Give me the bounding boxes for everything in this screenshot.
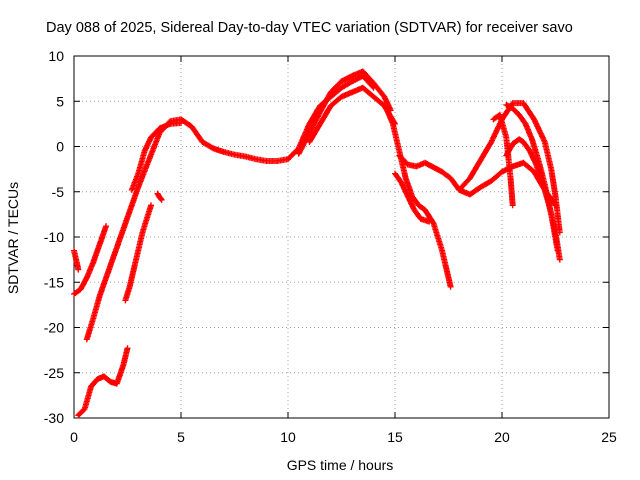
y-tick-label: -15 — [44, 274, 64, 290]
data-series-track-a — [71, 223, 110, 297]
x-tick-label: 5 — [177, 429, 185, 445]
x-tick-label: 15 — [387, 429, 403, 445]
axis-ticks: -30 -25 -20 -15 -10 -5 0 5 10 0 5 10 15 20 25 — [44, 48, 617, 445]
data-series-track-c — [83, 72, 377, 343]
y-tick-label: -10 — [44, 229, 64, 245]
x-tick-label: 10 — [280, 429, 296, 445]
x-axis-label: GPS time / hours — [287, 457, 394, 473]
data-series-track-e — [122, 202, 154, 304]
data-series-track-j — [383, 105, 454, 290]
y-tick-label: -30 — [44, 410, 64, 426]
y-tick-label: 5 — [56, 93, 64, 109]
y-tick-label: 10 — [48, 48, 64, 64]
y-tick-label: -25 — [44, 365, 64, 381]
y-tick-label: -20 — [44, 320, 64, 336]
data-series-track-b — [71, 247, 82, 273]
y-axis-label: SDTVAR / TECUs — [5, 182, 21, 294]
data-series-track-f — [128, 120, 184, 193]
y-tick-label: 0 — [56, 139, 64, 155]
chart-title: Day 088 of 2025, Sidereal Day-to-day VTE… — [46, 20, 573, 36]
y-tick-label: -5 — [52, 184, 65, 200]
data-series-track-h — [295, 68, 394, 157]
data-series-track-g — [154, 190, 165, 203]
data-series-track-k — [392, 170, 433, 225]
data-series-track-p — [490, 111, 516, 209]
data-series-track-d — [75, 345, 131, 419]
x-tick-label: 0 — [70, 429, 78, 445]
x-tick-label: 20 — [494, 429, 510, 445]
data-markers — [71, 68, 563, 419]
x-tick-label: 25 — [601, 429, 617, 445]
